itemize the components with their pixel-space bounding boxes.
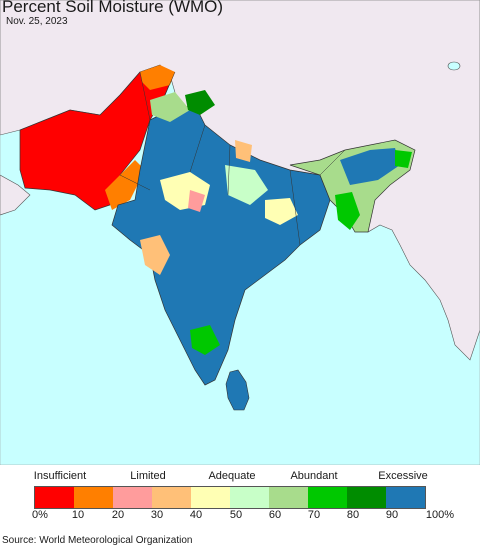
orange-north: [140, 65, 175, 90]
patch-pink: [188, 190, 205, 212]
bangladesh-green: [335, 192, 360, 230]
legend-tick-2: 20: [111, 509, 125, 521]
patch-dkgreen-north: [185, 90, 215, 115]
legend-tick-3: 30: [150, 509, 164, 521]
ne-blue: [340, 148, 400, 185]
legend-cat-adequate: Adequate: [208, 470, 256, 482]
patch-green-north: [150, 92, 190, 122]
orange-band: [105, 160, 145, 210]
arabia-land: [0, 174, 31, 216]
patch-light-green: [225, 165, 268, 205]
legend-swatch-7: [308, 487, 347, 508]
legend-cat-insufficient: Insufficient: [33, 470, 87, 482]
legend-swatch-3: [152, 487, 191, 508]
soil-moisture-map: [0, 0, 480, 465]
patch-tan-west: [140, 235, 170, 275]
legend-swatch-8: [347, 487, 386, 508]
legend-tick-9: 90: [385, 509, 399, 521]
legend-ticks: 0% 10 20 30 40 50 60 70 80 90 100%: [0, 509, 480, 523]
map-title: Percent Soil Moisture (WMO): [2, 0, 224, 16]
legend-tick-0: 0%: [32, 509, 48, 521]
legend-swatch-2: [113, 487, 152, 508]
legend-tick-1: 10: [71, 509, 85, 521]
source-note: Source: World Meteorological Organizatio…: [2, 535, 193, 546]
legend-categories: Insufficient Limited Adequate Abundant E…: [0, 470, 480, 484]
patch-yellow-east: [265, 198, 298, 225]
legend-cat-excessive: Excessive: [378, 470, 428, 482]
patch-green-south: [190, 325, 220, 355]
legend-tick-7: 70: [307, 509, 321, 521]
sri-lanka: [225, 369, 250, 411]
legend-swatch-5: [230, 487, 269, 508]
legend-tick-5: 50: [229, 509, 243, 521]
ne-green: [395, 150, 412, 168]
legend-cat-abundant: Abundant: [290, 470, 338, 482]
legend-swatch-6: [269, 487, 308, 508]
map-date: Nov. 25, 2023: [6, 16, 68, 27]
legend-swatch-4: [191, 487, 230, 508]
legend-cat-limited: Limited: [130, 470, 166, 482]
tibet-lake: [447, 61, 461, 71]
legend-tick-4: 40: [189, 509, 203, 521]
internal-borders: [119, 71, 346, 246]
legend-tick-6: 60: [268, 509, 282, 521]
legend-tick-10: 100%: [425, 509, 455, 521]
patch-tan-east: [235, 140, 252, 162]
legend-tick-8: 80: [346, 509, 360, 521]
legend-swatch-1: [74, 487, 113, 508]
legend-swatch-0: [35, 487, 74, 508]
legend-color-bar: [34, 486, 426, 509]
legend-swatch-9: [386, 487, 425, 508]
